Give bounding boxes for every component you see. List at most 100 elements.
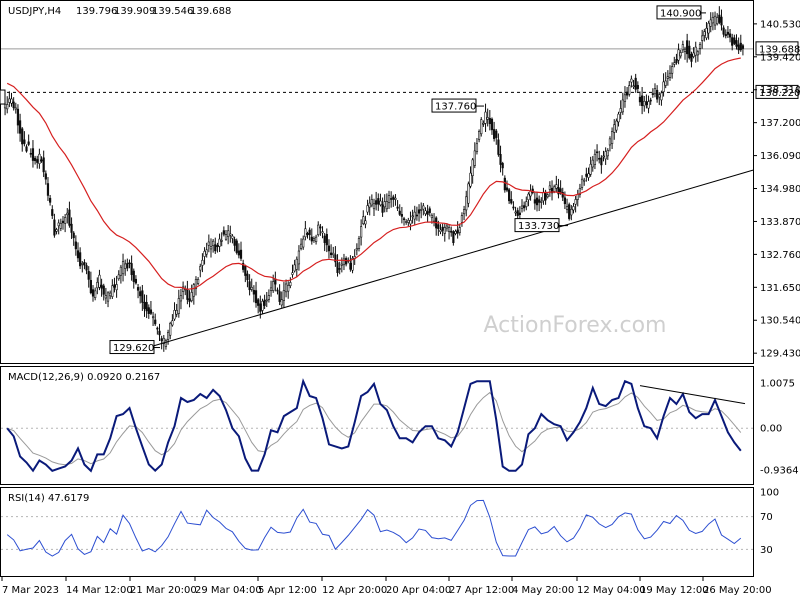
candle-body [362,216,365,224]
candle-body [323,235,326,243]
candle-body [580,178,584,188]
moving-average [6,57,741,290]
candle-body [439,229,442,232]
candle-body [623,94,627,102]
ohlc-close: 139.688 [190,6,231,17]
candle-body [641,95,644,106]
candle-body [158,330,161,336]
candle-body [441,226,444,231]
candle-body [488,118,491,125]
candle-body [728,33,732,38]
candle-body [675,59,678,63]
candle-body [119,266,122,276]
candle-body [673,62,676,65]
candle-body [334,254,337,263]
candle-body [544,191,547,201]
candle-body [454,231,457,234]
candle-body [276,289,279,292]
candle-body [83,262,86,266]
candle-body [510,199,513,204]
candle-body [216,245,219,248]
candle-body [254,290,258,304]
candle-body [720,16,723,26]
price-tick-label: 136.090 [760,151,800,162]
candle-body [141,290,144,303]
candle-body [608,138,612,146]
rsi-title: RSI(14) 47.6179 [8,493,89,504]
candle-body [8,98,11,103]
candle-body [424,210,427,215]
macd-line [6,378,742,473]
candle-body [458,227,461,233]
candle-body [731,37,734,46]
candle-body [132,270,135,282]
price-pane [0,0,754,364]
macd-signal-line [7,391,742,466]
candle-body [473,150,476,166]
candle-body [437,224,440,230]
candle-body [182,286,185,292]
candle-body [169,323,172,336]
candle-body [643,100,646,107]
candle-body [379,200,382,206]
candle-body [415,214,418,217]
candle-body [16,108,20,126]
candle-body [709,19,712,27]
candle-body [372,203,376,210]
candle-body [486,117,489,120]
candle-body [396,206,399,209]
candle-body [535,197,539,206]
candle-body [390,198,393,200]
candle-body [360,226,363,238]
candle-body [154,319,157,325]
candle-body [598,157,601,160]
date-label: 7 Mar 2023 [2,585,59,596]
price-tick-label: 140.530 [760,19,800,30]
candle-body [649,99,652,102]
candle-body [57,222,60,227]
candle-body [139,291,142,297]
candle-body [527,193,530,201]
candle-body [533,199,536,204]
candle-body [499,154,502,165]
candle-body [585,173,588,177]
candle-body [568,204,571,219]
candle-body [413,211,416,220]
candle-body [482,123,485,125]
candle-body [173,309,176,320]
date-label: 12 May 04:00 [577,585,646,596]
candle-body [553,186,556,192]
candle-body [151,316,155,319]
candle-body [626,91,629,96]
candle-body [147,307,150,314]
candle-body [630,78,633,83]
candle-body [49,197,52,203]
candle-body [653,88,657,95]
candle-body [677,49,680,61]
candle-body [209,246,213,250]
candle-body [565,206,569,210]
candle-body [617,113,620,123]
candle-body [381,204,384,213]
candle-body [330,252,333,256]
candle-body [177,298,180,314]
candle-body [36,159,39,163]
candle-body [272,281,275,291]
candle-body [570,209,573,216]
ohlc-low: 139.546 [152,6,193,17]
candle-body [621,99,624,113]
candle-body [29,153,32,155]
candle-body [707,22,710,34]
candle-body [85,265,88,271]
candle-body [462,209,466,215]
candle-body [55,229,58,232]
candle-body [51,209,54,216]
candle-body [520,205,524,209]
candle-body [407,219,410,223]
support-tag-box [755,84,799,99]
candle-body [595,151,599,154]
candle-body [336,262,339,273]
candle-body [239,249,243,259]
candle-body [589,163,592,175]
candle-body [6,104,9,110]
